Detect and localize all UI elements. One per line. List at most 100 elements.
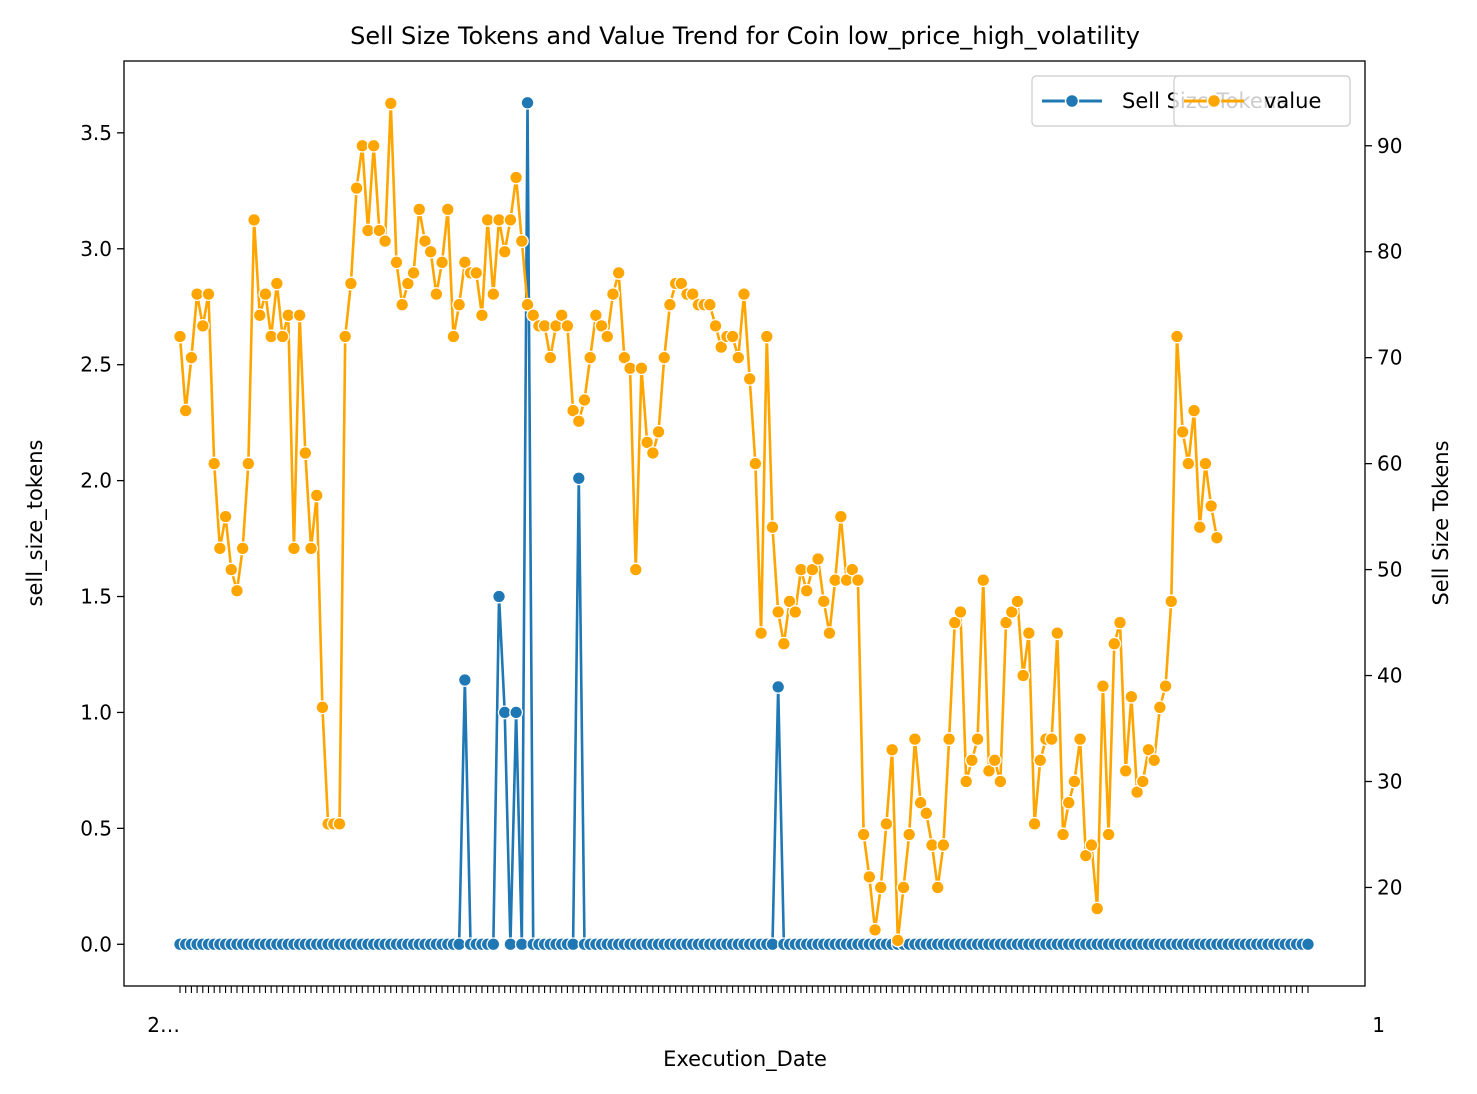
value-point: [1004, 605, 1019, 619]
value-point: [309, 488, 324, 503]
value-point: [1016, 668, 1031, 683]
sell-size-tokens-point: [486, 937, 501, 952]
right-y-tick-label: 90: [1377, 134, 1402, 158]
value-point: [862, 869, 877, 884]
value-point: [822, 626, 837, 641]
value-point: [212, 541, 227, 556]
right-y-tick-label: 20: [1377, 875, 1402, 899]
value-point: [930, 880, 945, 895]
right-y-axis-title: Sell Size Tokens: [1429, 440, 1453, 605]
value-point: [247, 212, 262, 227]
value-point: [406, 265, 421, 280]
value-point: [543, 350, 558, 365]
value-point: [942, 732, 957, 747]
value-point: [606, 287, 620, 302]
value-point: [600, 329, 615, 344]
value-point: [190, 287, 205, 302]
value-point: [418, 234, 432, 249]
value-point: [685, 287, 700, 302]
value-point: [623, 361, 638, 376]
value-point: [275, 329, 290, 344]
value-point: [999, 615, 1014, 630]
value-point: [349, 181, 364, 196]
value-point: [1090, 901, 1105, 916]
value-point: [856, 827, 871, 842]
value-point: [1027, 816, 1042, 831]
value-point: [332, 816, 347, 831]
series-layer: [173, 95, 1315, 952]
value-point: [879, 816, 894, 831]
value-point: [657, 350, 672, 365]
value-point: [474, 308, 489, 323]
value-point: [224, 562, 239, 577]
left-y-tick-label: 3.5: [80, 121, 112, 145]
value-point: [651, 424, 666, 439]
value-point: [1044, 732, 1059, 747]
value-point: [714, 340, 729, 355]
value-point: [366, 138, 381, 153]
value-point: [896, 880, 911, 895]
value-point: [594, 318, 609, 333]
x-axis: 2… 1: [147, 986, 1385, 1037]
value-point: [1033, 753, 1048, 768]
value-point: [281, 308, 296, 323]
left-y-tick-label: 2.0: [80, 469, 112, 493]
sell-size-tokens-point: [503, 937, 518, 952]
left-y-tick-label: 0.5: [80, 816, 112, 840]
value-point: [634, 361, 649, 376]
left-y-tick-label: 2.5: [80, 353, 112, 377]
value-point: [1118, 763, 1133, 778]
value-point: [304, 541, 318, 556]
right-y-tick-label: 60: [1377, 452, 1402, 476]
x-axis-title: Execution_Date: [663, 1047, 827, 1072]
value-point: [799, 583, 814, 598]
value-point: [520, 297, 535, 312]
value-point: [953, 605, 968, 619]
value-point: [560, 318, 575, 333]
value-point: [583, 350, 598, 365]
value-point: [805, 562, 820, 577]
value-point: [1067, 774, 1082, 789]
value-point: [1141, 742, 1156, 757]
value-point: [201, 287, 216, 302]
value-point: [480, 212, 495, 227]
value-point: [1010, 594, 1025, 609]
legend-right-label: value: [1264, 89, 1321, 113]
value-point: [184, 350, 199, 365]
value-point: [1113, 615, 1127, 630]
value-point: [338, 329, 353, 344]
value-point: [816, 594, 831, 609]
chart-title: Sell Size Tokens and Value Trend for Coi…: [350, 22, 1140, 50]
value-point: [269, 276, 284, 291]
value-point: [497, 244, 512, 259]
value-point: [885, 742, 900, 757]
value-point: [982, 763, 996, 778]
value-point: [355, 138, 370, 153]
sell-size-tokens-point: [571, 471, 586, 486]
legend-left-marker: [1064, 93, 1080, 109]
value-point: [970, 732, 985, 747]
value-point: [400, 276, 415, 291]
value-point: [742, 371, 757, 386]
value-point: [514, 234, 529, 249]
value-point: [828, 573, 843, 588]
value-point: [850, 573, 865, 588]
value-point: [1187, 403, 1202, 418]
value-point: [708, 318, 723, 333]
value-point: [1209, 530, 1224, 545]
value-point: [207, 456, 222, 471]
value-point: [936, 838, 951, 853]
right-y-tick-label: 40: [1377, 664, 1402, 688]
value-point: [457, 255, 472, 270]
value-point: [1107, 636, 1122, 651]
value-point: [446, 329, 461, 344]
value-point: [611, 265, 626, 280]
right-y-tick-label: 50: [1377, 558, 1402, 582]
value-point: [959, 774, 974, 789]
value-point: [241, 456, 256, 471]
x-tick-label-last: 1: [1372, 1013, 1385, 1037]
value-point: [811, 552, 826, 566]
value-point: [412, 202, 427, 217]
sell-size-tokens-point: [497, 705, 512, 720]
